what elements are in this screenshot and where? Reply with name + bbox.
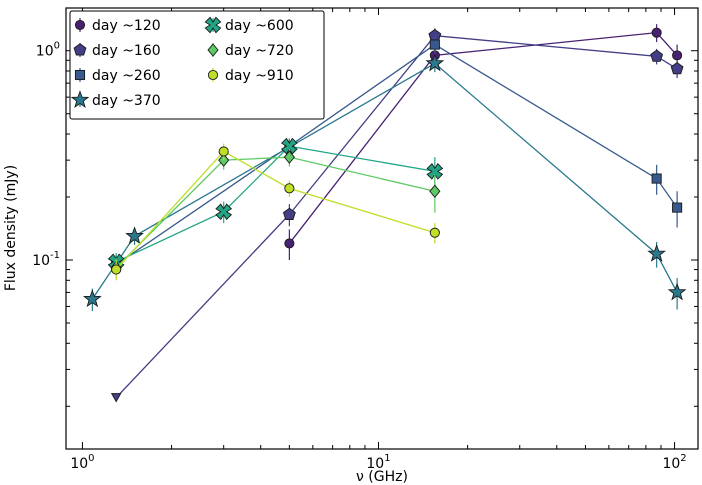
series-6 <box>111 143 440 281</box>
series-line <box>115 156 435 269</box>
legend-entry: day ~160 <box>73 43 161 59</box>
data-point <box>672 50 683 61</box>
data-point <box>82 289 102 308</box>
legend-marker <box>204 16 222 34</box>
data-point <box>429 227 440 238</box>
legend-marker <box>73 43 87 56</box>
series-line <box>288 31 678 244</box>
data-point <box>215 203 233 221</box>
data-point <box>651 27 662 38</box>
data-point <box>111 264 122 275</box>
y-tick-label: 100 <box>36 41 60 60</box>
data-point <box>667 282 687 301</box>
data-point <box>218 146 229 157</box>
legend-label: day ~260 <box>92 68 161 84</box>
series-line <box>115 150 436 271</box>
data-point <box>429 39 440 50</box>
series-layer <box>82 24 687 403</box>
x-axis-label: ν (GHz) <box>356 469 408 485</box>
legend-marker <box>207 43 219 57</box>
legend-marker <box>70 90 90 108</box>
legend-marker <box>74 69 86 81</box>
series-5 <box>110 148 441 279</box>
data-point <box>670 62 684 75</box>
x-tick-label: 100 <box>70 453 94 472</box>
legend: day ~120 day ~160 day ~260 day ~370 day ~600… <box>69 10 325 120</box>
legend-label: day ~370 <box>92 93 161 109</box>
legend-entry: day ~120 <box>74 18 161 34</box>
data-point <box>425 53 445 72</box>
legend-marker <box>74 19 86 31</box>
data-point <box>218 153 230 167</box>
legend-label: day ~910 <box>225 68 294 84</box>
legend-entry: day ~260 <box>74 68 161 84</box>
data-point <box>651 173 662 184</box>
legend-entry: day ~910 <box>207 68 294 84</box>
series-line <box>115 145 435 263</box>
data-point <box>125 226 144 245</box>
legend-label: day ~120 <box>92 18 161 34</box>
legend-box <box>69 10 325 120</box>
plot-frame <box>65 7 699 450</box>
y-tick-label: 10-1 <box>32 250 60 269</box>
data-point <box>283 150 295 164</box>
x-tick-label: 101 <box>366 453 390 472</box>
legend-entry: day ~720 <box>207 43 294 59</box>
legend-marker <box>207 69 219 81</box>
x-tick-label: 102 <box>662 453 686 472</box>
series-4 <box>107 137 444 272</box>
legend-label: day ~720 <box>225 43 294 59</box>
data-point <box>284 183 295 194</box>
legend-label: day ~600 <box>225 18 294 34</box>
data-point <box>650 49 664 62</box>
data-point <box>284 238 295 249</box>
legend-label: day ~160 <box>92 43 161 59</box>
data-point <box>647 244 666 262</box>
legend-entry: day ~600 <box>204 16 294 34</box>
series-0 <box>284 24 683 260</box>
data-point <box>672 202 683 213</box>
upper-limit-point <box>110 393 122 403</box>
data-point <box>282 207 296 220</box>
legend-entry: day ~370 <box>70 90 161 109</box>
data-point <box>429 184 441 198</box>
y-axis-label: Flux density (mJy) <box>3 165 19 291</box>
